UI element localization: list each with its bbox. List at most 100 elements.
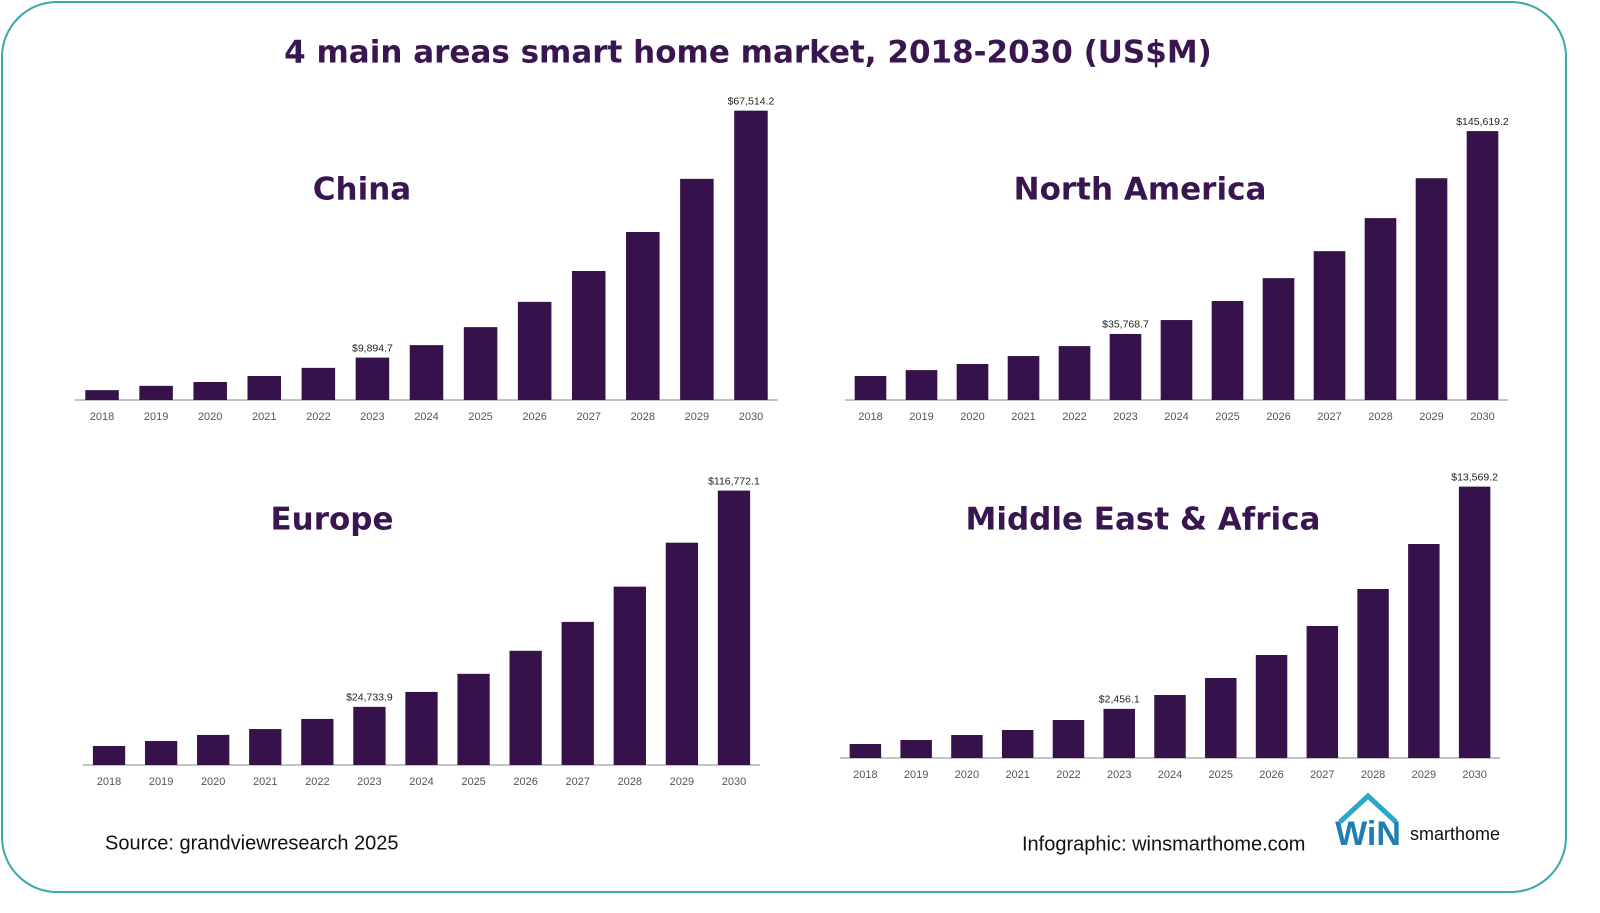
bar xyxy=(1415,178,1448,400)
x-tick-label: 2022 xyxy=(1062,411,1086,423)
bar xyxy=(457,673,490,765)
x-tick-label: 2026 xyxy=(1259,769,1283,781)
chart-title: North America xyxy=(1014,172,1267,208)
x-tick-label: 2030 xyxy=(739,411,763,423)
x-tick-label: 2022 xyxy=(1056,769,1080,781)
chart-title: Middle East & Africa xyxy=(966,502,1321,538)
x-tick-label: 2025 xyxy=(468,411,492,423)
x-tick-label: 2029 xyxy=(670,776,694,788)
x-tick-label: 2019 xyxy=(909,411,933,423)
bar xyxy=(1458,486,1491,758)
x-tick-label: 2029 xyxy=(1412,769,1436,781)
bar xyxy=(197,734,230,765)
value-label: $2,456.1 xyxy=(1099,694,1140,706)
x-tick-label: 2027 xyxy=(565,776,589,788)
value-label: $24,733.9 xyxy=(346,692,393,704)
bar xyxy=(409,345,444,400)
credit: Infographic: winsmarthome.com xyxy=(1022,833,1305,855)
logo-text: smarthome xyxy=(1410,824,1500,844)
x-tick-label: 2021 xyxy=(1005,769,1029,781)
x-tick-label: 2025 xyxy=(1215,411,1239,423)
x-tick-label: 2021 xyxy=(252,411,276,423)
bar xyxy=(734,110,768,400)
bar xyxy=(900,740,932,758)
frame xyxy=(1,1,1567,893)
x-tick-label: 2027 xyxy=(1317,411,1341,423)
x-tick-label: 2018 xyxy=(90,411,114,423)
bar xyxy=(463,327,498,400)
bar xyxy=(561,621,594,765)
x-tick-label: 2023 xyxy=(360,411,384,423)
bar xyxy=(1160,320,1193,400)
bar xyxy=(509,650,542,765)
x-tick-label: 2030 xyxy=(722,776,746,788)
bar xyxy=(517,301,552,400)
x-tick-label: 2019 xyxy=(144,411,168,423)
x-tick-label: 2018 xyxy=(858,411,882,423)
x-tick-label: 2020 xyxy=(960,411,984,423)
bar xyxy=(680,178,714,400)
x-tick-label: 2027 xyxy=(576,411,600,423)
main-title: 4 main areas smart home market, 2018-203… xyxy=(284,35,1212,71)
bar xyxy=(85,390,119,400)
x-tick-label: 2020 xyxy=(198,411,222,423)
bar xyxy=(249,729,282,765)
bar xyxy=(1154,695,1186,758)
value-label: $9,894.7 xyxy=(352,342,393,354)
bar xyxy=(1205,678,1237,758)
bar xyxy=(144,741,178,765)
bar xyxy=(139,385,173,400)
x-tick-label: 2023 xyxy=(357,776,381,788)
value-label: $35,768.7 xyxy=(1102,319,1149,331)
x-tick-label: 2019 xyxy=(904,769,928,781)
bar xyxy=(1364,218,1397,400)
x-tick-label: 2026 xyxy=(522,411,546,423)
x-tick-label: 2029 xyxy=(1419,411,1443,423)
bar xyxy=(1408,544,1440,758)
bar xyxy=(905,370,938,400)
x-tick-label: 2028 xyxy=(1361,769,1385,781)
bar xyxy=(956,363,989,400)
x-tick-label: 2026 xyxy=(1266,411,1290,423)
x-tick-label: 2026 xyxy=(513,776,537,788)
x-tick-label: 2024 xyxy=(1158,769,1182,781)
bar xyxy=(1058,346,1091,400)
x-tick-label: 2018 xyxy=(97,776,121,788)
value-label: $116,772.1 xyxy=(708,475,760,487)
bar xyxy=(849,744,882,758)
bar xyxy=(1313,251,1346,400)
x-tick-label: 2022 xyxy=(306,411,330,423)
x-tick-label: 2020 xyxy=(201,776,225,788)
value-label: $67,514.2 xyxy=(728,95,775,107)
logo-mark: WiN xyxy=(1335,815,1401,853)
bar xyxy=(1357,589,1389,758)
bar xyxy=(1001,730,1034,758)
bar xyxy=(1306,626,1339,758)
x-tick-label: 2021 xyxy=(253,776,277,788)
x-tick-label: 2029 xyxy=(685,411,709,423)
x-tick-label: 2030 xyxy=(1462,769,1486,781)
x-tick-label: 2020 xyxy=(955,769,979,781)
bar xyxy=(1466,131,1499,400)
value-label: $145,619.2 xyxy=(1456,116,1509,128)
bar xyxy=(665,542,699,765)
x-tick-label: 2028 xyxy=(1368,411,1392,423)
bar xyxy=(301,367,336,400)
bar xyxy=(301,718,334,765)
bar xyxy=(951,735,983,758)
bar xyxy=(1103,708,1135,758)
x-tick-label: 2025 xyxy=(461,776,485,788)
bar xyxy=(247,376,282,400)
x-tick-label: 2024 xyxy=(414,411,438,423)
x-tick-label: 2023 xyxy=(1107,769,1131,781)
chart-title: China xyxy=(313,172,411,208)
bar xyxy=(1262,278,1295,400)
bar xyxy=(1255,655,1288,758)
x-tick-label: 2019 xyxy=(149,776,173,788)
x-tick-label: 2023 xyxy=(1113,411,1137,423)
x-tick-label: 2021 xyxy=(1011,411,1035,423)
x-tick-label: 2030 xyxy=(1470,411,1494,423)
bar xyxy=(854,375,887,400)
x-tick-label: 2022 xyxy=(305,776,329,788)
